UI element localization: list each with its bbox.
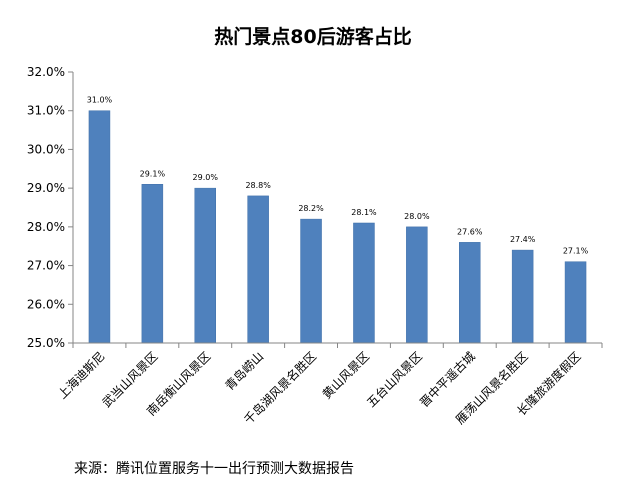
- y-tick-label: 29.0%: [27, 181, 65, 195]
- bar: [88, 110, 111, 344]
- y-tick-label: 27.0%: [27, 259, 65, 273]
- data-label: 29.0%: [193, 173, 219, 182]
- data-labels: 31.0% 29.1% 29.0% 28.8% 28.2% 28.1% 28.0% 27.6%…: [87, 96, 589, 256]
- bar: [353, 222, 375, 344]
- data-label: 28.1%: [351, 208, 377, 217]
- bar: [247, 195, 269, 344]
- bar: [194, 187, 216, 344]
- category-label: 黄山风景区: [320, 349, 372, 401]
- y-tick-label: 25.0%: [27, 336, 65, 350]
- data-label: 27.6%: [457, 227, 483, 236]
- data-label: 29.1%: [140, 169, 166, 178]
- bar: [459, 242, 481, 344]
- data-label: 28.0%: [404, 212, 430, 221]
- data-label: 31.0%: [87, 96, 113, 105]
- y-axis: 25.0% 26.0% 27.0% 28.0% 29.0% 30.0% 31.0% 32.0%: [27, 65, 74, 350]
- y-tick-label: 30.0%: [27, 142, 65, 156]
- bar: [511, 249, 534, 344]
- source-note: 来源：腾讯位置服务十一出行预测大数据报告: [74, 461, 354, 477]
- data-label: 27.1%: [563, 247, 589, 256]
- bar: [406, 226, 428, 344]
- data-label: 27.4%: [510, 235, 536, 244]
- y-tick-label: 26.0%: [27, 297, 65, 311]
- bar: [300, 218, 322, 344]
- category-label: 青岛崂山: [222, 349, 267, 394]
- bar: [141, 184, 164, 344]
- bar: [564, 261, 587, 344]
- y-tick-label: 32.0%: [27, 65, 65, 79]
- data-label: 28.8%: [245, 181, 271, 190]
- bars: [88, 110, 587, 344]
- data-label: 28.2%: [298, 204, 324, 213]
- y-tick-label: 28.0%: [27, 220, 65, 234]
- chart-title: 热门景点80后游客占比: [214, 26, 412, 48]
- category-label: 上海迪斯尼: [55, 349, 108, 402]
- category-label: 五台山风景区: [363, 349, 425, 411]
- y-tick-label: 31.0%: [27, 104, 65, 118]
